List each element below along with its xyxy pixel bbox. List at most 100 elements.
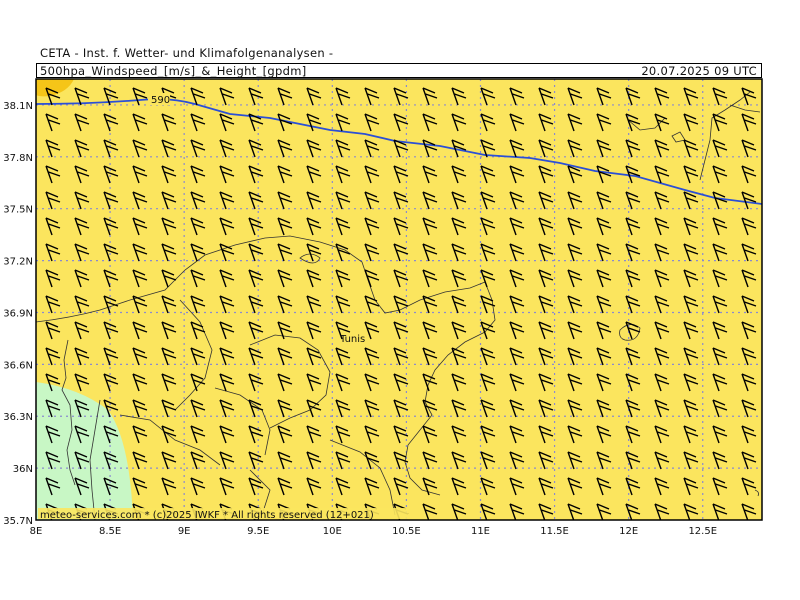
wind-barb xyxy=(741,87,757,106)
wind-barb xyxy=(277,321,293,340)
wind-barb xyxy=(364,269,380,288)
wind-barb xyxy=(712,139,728,158)
lon-tick-label: 10E xyxy=(323,526,342,537)
wind-barb xyxy=(625,139,641,158)
wind-barb xyxy=(567,347,583,366)
wind-barb xyxy=(654,451,670,470)
wind-barb xyxy=(161,269,177,288)
wind-barb xyxy=(306,243,322,262)
wind-barb xyxy=(741,165,757,184)
wind-barb xyxy=(625,191,641,210)
wind-barb xyxy=(480,139,496,158)
wind-barb xyxy=(625,503,641,520)
wind-barb xyxy=(567,269,583,288)
wind-barb xyxy=(509,295,525,314)
wind-barb xyxy=(451,243,467,262)
wind-barb xyxy=(596,295,612,314)
wind-barb xyxy=(306,321,322,340)
lat-tick-label: 35.7N xyxy=(3,516,33,527)
wind-barb xyxy=(190,373,206,392)
wind-barb xyxy=(741,191,757,210)
wind-barb xyxy=(451,217,467,236)
wind-barb xyxy=(277,347,293,366)
wind-barb xyxy=(567,295,583,314)
wind-barb xyxy=(451,139,467,158)
wind-barb xyxy=(538,113,554,132)
wind-barb xyxy=(509,477,525,496)
lat-tick-label: 38.1N xyxy=(3,101,33,112)
wind-barb xyxy=(625,113,641,132)
wind-barb xyxy=(277,451,293,470)
wind-barb xyxy=(248,269,264,288)
wind-barb xyxy=(364,321,380,340)
wind-barb xyxy=(596,87,612,106)
wind-barb xyxy=(567,503,583,520)
wind-barb xyxy=(538,425,554,444)
wind-barb xyxy=(335,243,351,262)
wind-barb xyxy=(161,373,177,392)
lat-tick-label: 36N xyxy=(13,464,33,475)
wind-barb xyxy=(451,321,467,340)
wind-barb xyxy=(161,347,177,366)
wind-barb xyxy=(509,113,525,132)
wind-barb xyxy=(538,321,554,340)
wind-barb xyxy=(683,139,699,158)
wind-barb xyxy=(132,399,148,418)
wind-barb xyxy=(596,217,612,236)
wind-barb xyxy=(190,399,206,418)
wind-barb xyxy=(219,347,235,366)
wind-barb xyxy=(74,477,90,496)
wind-barb xyxy=(306,139,322,158)
wind-barb xyxy=(654,477,670,496)
wind-barb xyxy=(306,295,322,314)
wind-barb xyxy=(103,425,119,444)
wind-barb xyxy=(335,373,351,392)
wind-barb xyxy=(654,191,670,210)
wind-barb xyxy=(277,425,293,444)
wind-barb xyxy=(393,425,409,444)
wind-barb xyxy=(422,399,438,418)
wind-barb xyxy=(393,347,409,366)
wind-barb xyxy=(103,87,119,106)
wind-barb xyxy=(335,347,351,366)
wind-barb xyxy=(248,295,264,314)
wind-barb xyxy=(277,165,293,184)
wind-barb xyxy=(132,139,148,158)
wind-barb xyxy=(712,191,728,210)
wind-barb xyxy=(596,503,612,520)
wind-barb xyxy=(45,425,61,444)
wind-barb xyxy=(190,165,206,184)
wind-barb xyxy=(45,217,61,236)
wind-barb xyxy=(103,113,119,132)
wind-barb xyxy=(741,269,757,288)
wind-barb xyxy=(45,191,61,210)
wind-barb xyxy=(393,87,409,106)
wind-barb xyxy=(103,321,119,340)
wind-barb xyxy=(132,269,148,288)
wind-barb xyxy=(393,451,409,470)
wind-barb xyxy=(132,373,148,392)
wind-barb xyxy=(683,451,699,470)
wind-barb xyxy=(625,243,641,262)
wind-barb xyxy=(625,399,641,418)
wind-barb xyxy=(596,139,612,158)
wind-barb xyxy=(567,425,583,444)
wind-barb xyxy=(451,399,467,418)
wind-barb xyxy=(422,451,438,470)
wind-barb xyxy=(741,451,757,470)
lat-tick-label: 36.9N xyxy=(3,308,33,319)
wind-barb xyxy=(480,399,496,418)
wind-barb xyxy=(393,321,409,340)
wind-barb xyxy=(654,243,670,262)
wind-barb xyxy=(538,165,554,184)
wind-barb xyxy=(654,269,670,288)
wind-barb xyxy=(712,165,728,184)
wind-barb xyxy=(741,113,757,132)
wind-barb xyxy=(712,503,728,520)
wind-barb xyxy=(393,399,409,418)
wind-barb xyxy=(190,113,206,132)
city-label-tunis: Tunis xyxy=(339,334,365,345)
wind-barb xyxy=(480,269,496,288)
wind-barb xyxy=(248,243,264,262)
wind-barb xyxy=(335,269,351,288)
